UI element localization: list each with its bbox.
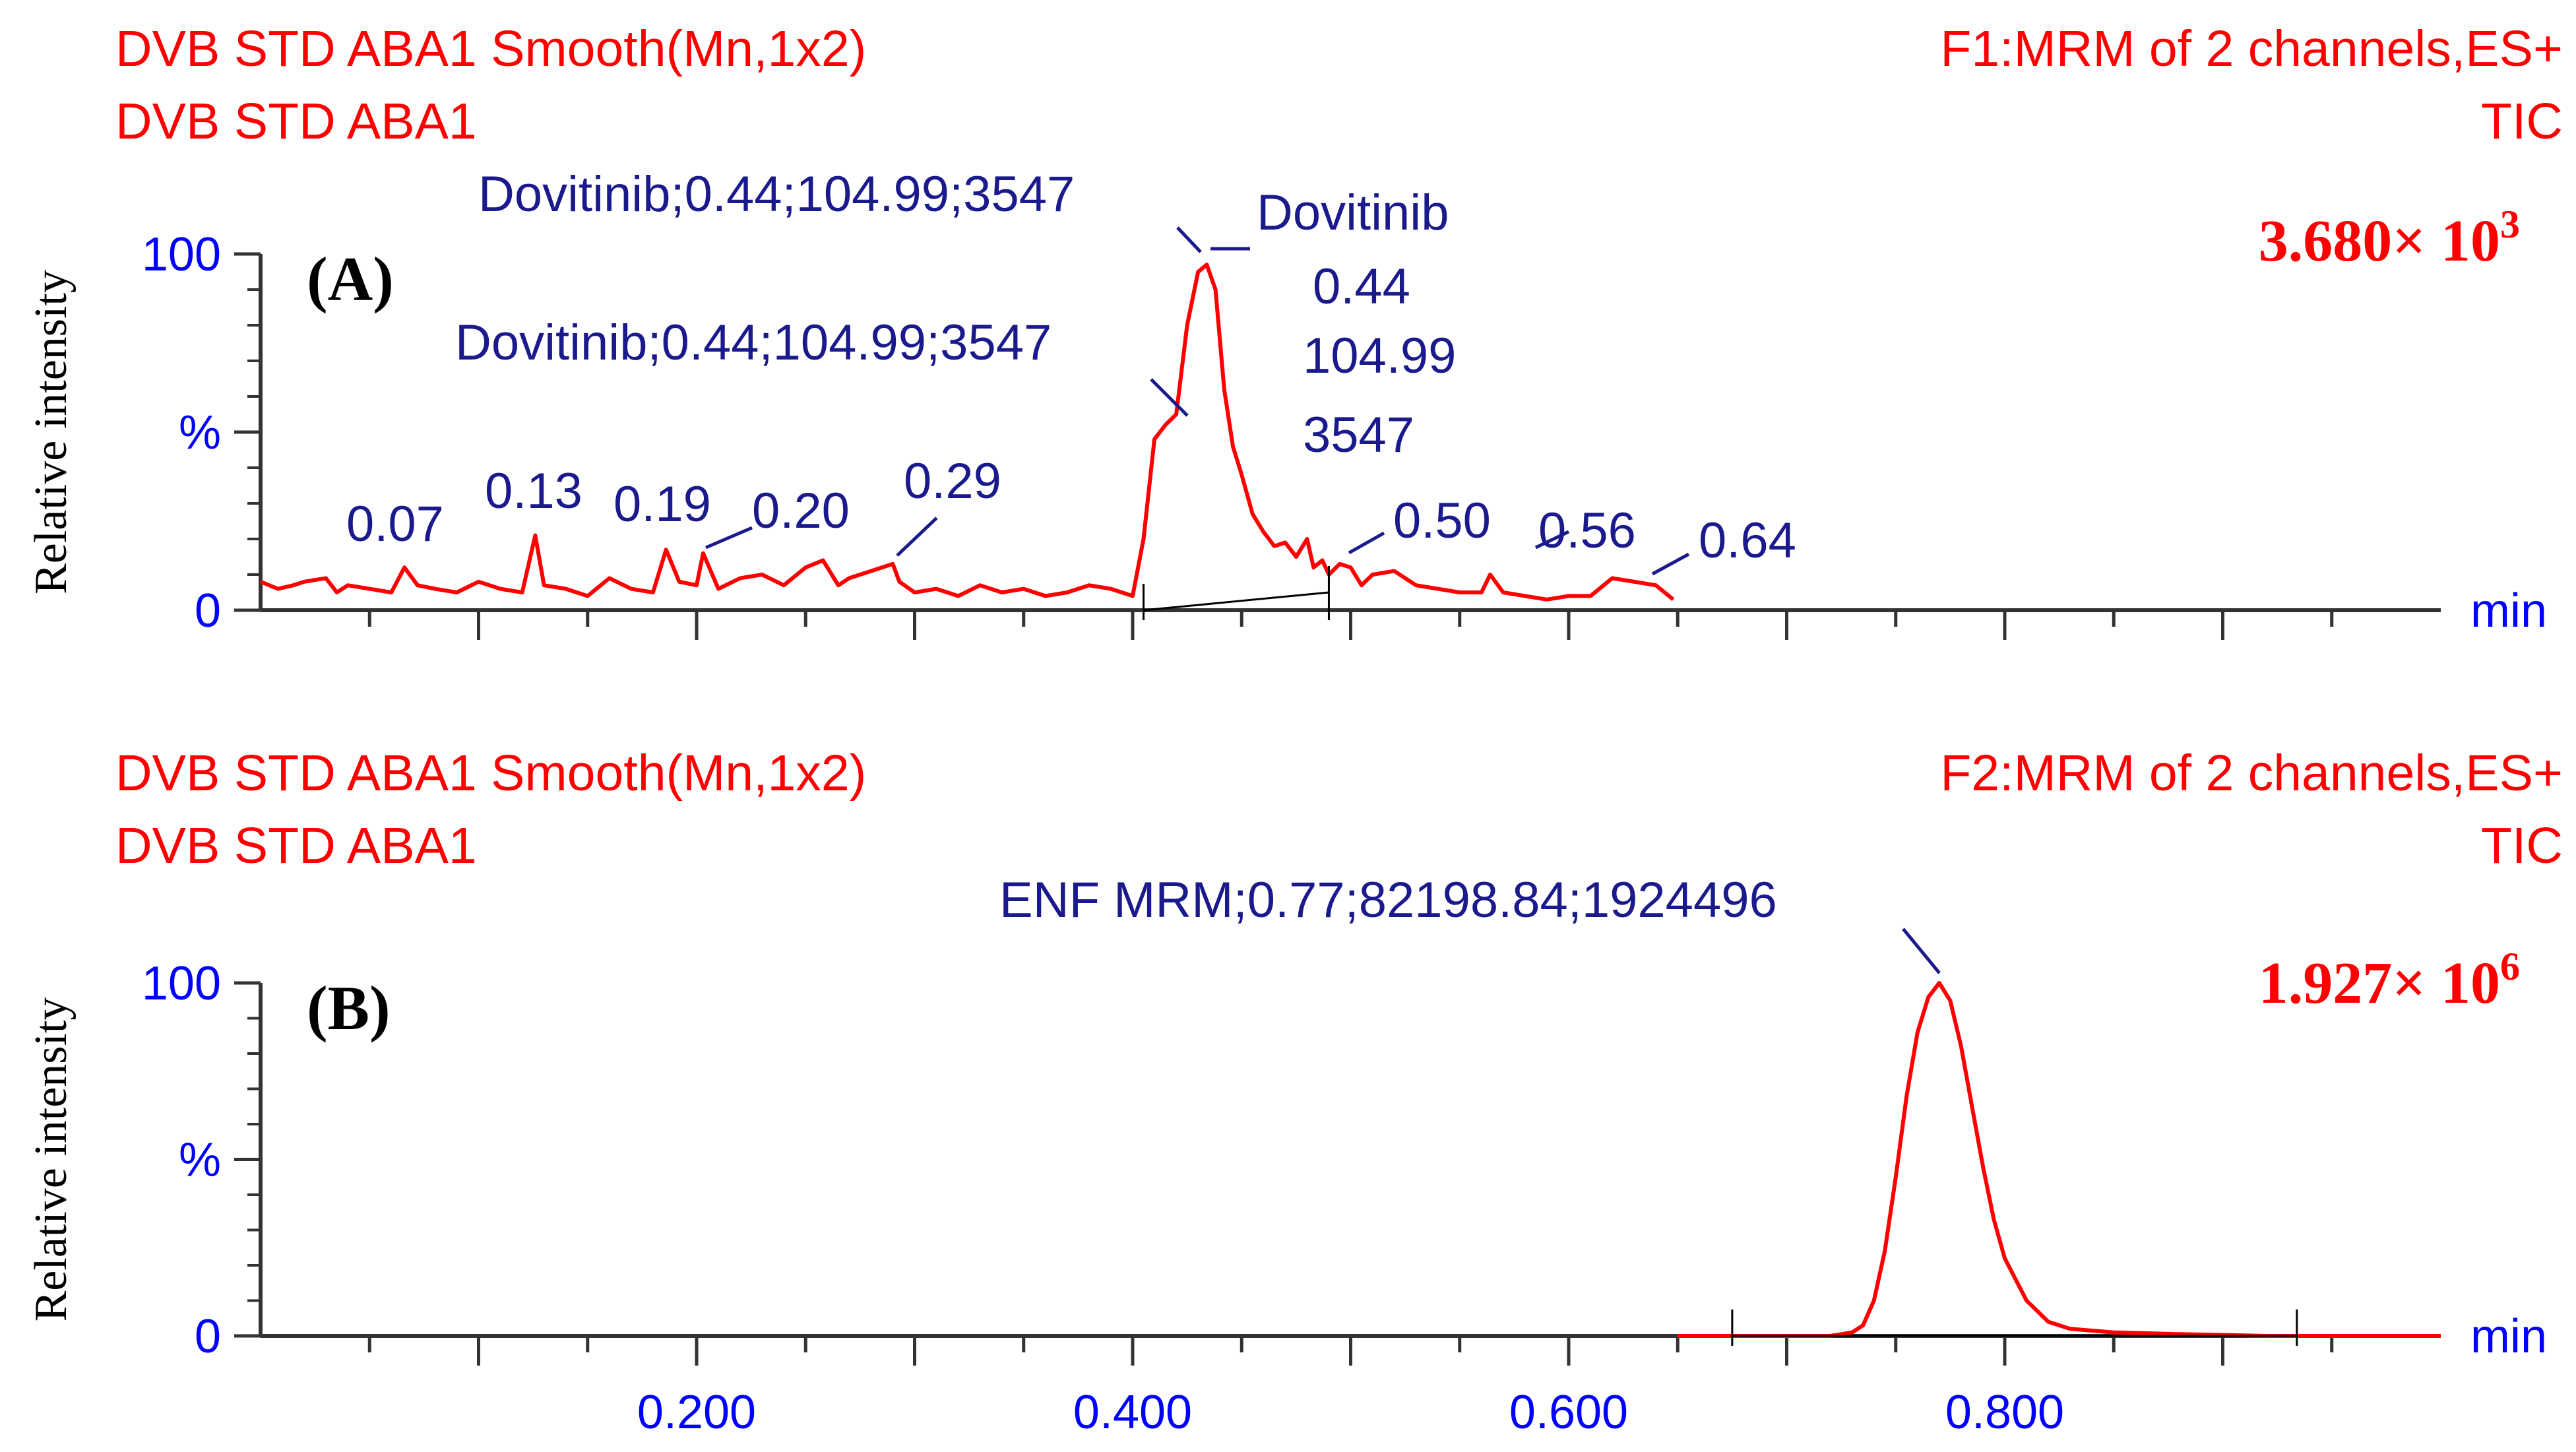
peak-label: 0.56: [1538, 503, 1636, 559]
peak-label: 0.19: [613, 476, 711, 532]
peak-label: Dovitinib;0.44;104.99;3547: [455, 315, 1052, 371]
peak-label-leader: [1534, 530, 1570, 550]
peak-label: 0.50: [1393, 493, 1491, 549]
panel-b-x-tick-label: 0.600: [1509, 1386, 1628, 1439]
panel-b-header-left-2: DVB STD ABA1: [115, 817, 477, 874]
peak-label: 0.64: [1699, 513, 1796, 569]
panel-a-y-tick-label: %: [179, 406, 221, 459]
peak-label-leader: [1902, 928, 1941, 974]
peak-label: ENF MRM;0.77;82198.84;1924496: [999, 872, 1777, 928]
panel-b-x-tick-label: 0.800: [1945, 1386, 2064, 1439]
panel-b-y-axis-title: Relative intensity: [26, 997, 77, 1322]
panel-b-x-tick-label: 0.200: [637, 1386, 756, 1439]
panel-b-y-tick-label: 100: [142, 957, 221, 1010]
panel-a-label: (A): [307, 244, 394, 314]
peak-label-leader: [705, 526, 753, 550]
panel-a-integration-baseline: [1143, 591, 1329, 612]
panel-a-x-unit: min: [2470, 584, 2547, 637]
panel-b-label: (B): [307, 973, 391, 1043]
panel-a-header-left-1: DVB STD ABA1 Smooth(Mn,1x2): [115, 20, 866, 77]
panel-b-y-tick-label: %: [179, 1134, 221, 1187]
peak-label: 0.20: [752, 483, 850, 539]
panel-b-trace: [1678, 981, 2441, 1338]
panel-b-x-unit: min: [2470, 1310, 2547, 1363]
peak-label-leader: [1150, 378, 1189, 417]
panel-b-scale-factor: 1.927× 106: [2259, 945, 2520, 1016]
peak-label-leader: [1176, 226, 1202, 253]
peak-label-leader: [1651, 552, 1690, 576]
panel-b-header-right-1: F2:MRM of 2 channels,ES+: [1940, 745, 2563, 802]
peak-label-line: Dovitinib: [1257, 185, 1449, 241]
peak-label: 0.13: [485, 463, 582, 519]
panel-b-y-tick-label: 0: [195, 1310, 221, 1363]
peak-label: 0.07: [346, 496, 444, 552]
panel-a-header-left-2: DVB STD ABA1: [115, 93, 477, 150]
panel-b-header-right-2: TIC: [2481, 817, 2563, 874]
panel-a-y-axis-title: Relative intensity: [26, 270, 77, 594]
panel-a-y-tick-label: 0: [195, 584, 221, 637]
panel-a-header-right-1: F1:MRM of 2 channels,ES+: [1940, 20, 2563, 77]
peak-label: Dovitinib;0.44;104.99;3547: [478, 166, 1075, 222]
panel-a-header-right-2: TIC: [2481, 93, 2563, 150]
panel-b-header-left-1: DVB STD ABA1 Smooth(Mn,1x2): [115, 745, 866, 802]
panel-b-x-tick-label: 0.400: [1073, 1386, 1192, 1439]
peak-label-line: 3547: [1303, 407, 1414, 463]
peak-label-line: 0.44: [1313, 259, 1410, 315]
peak-label-leader: [896, 517, 938, 557]
panel-a-trace: [259, 263, 1675, 602]
peak-label: 0.29: [904, 453, 1001, 509]
panel-a-scale-factor: 3.680× 103: [2259, 203, 2520, 274]
peak-label-line: 104.99: [1303, 328, 1456, 384]
panel-a-y-tick-label: 100: [142, 228, 221, 281]
peak-label-leader: [1348, 531, 1385, 555]
